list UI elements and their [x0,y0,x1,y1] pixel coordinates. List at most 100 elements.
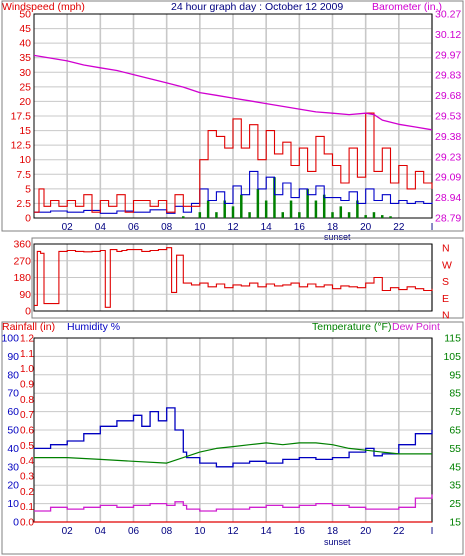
chart-title: 24 hour graph day : October 12 2009 [171,1,343,13]
x-tick-label-bottom: 20 [360,526,372,537]
wind-ytick-label: 17.5 [11,111,32,123]
rain-ytick-label: 1.2 [20,334,34,345]
humidity-ytick-label: 60 [7,406,19,418]
temp-ytick-label: 45 [449,461,461,473]
x-tick-label-bottom: 22 [393,526,405,537]
temp-ytick-label: 55 [449,443,461,455]
temp-ytick-label: 35 [449,480,461,492]
baro-ytick-label: 29.83 [435,70,461,82]
wind-ytick-label: 40 [19,38,31,50]
wind-ytick-label: 15 [19,125,31,137]
x-tick-label-top: 20 [360,222,372,233]
wind-ytick-label: 12.5 [11,140,32,152]
wind-ytick-label: 0 [25,213,31,225]
wind-ytick-label: 10 [19,154,31,166]
x-tick-label-top: 22 [393,222,405,233]
wind-ytick-label: 2.5 [16,198,31,210]
rain-ytick-label: 0.8 [20,395,34,406]
top-panel-frame [1,0,464,232]
x-tick-label-bottom: 10 [194,526,206,537]
wind-ytick-label: 5 [25,183,31,195]
humidity-ytick-label: 40 [7,443,19,455]
humidity-ytick-label: 20 [7,480,19,492]
rain-ytick-label: 0.5 [20,441,34,452]
x-tick-label-bottom: 14 [261,526,273,537]
baro-ytick-label: 29.09 [435,172,461,184]
compass-label: N [442,310,450,322]
compass-label: E [442,293,449,305]
humidity-axis-title: Humidity % [67,321,120,333]
barometer-line [33,54,433,131]
rain-ytick-label: 0.0 [20,518,34,529]
rain-ytick-label: 1.0 [20,364,34,375]
sunset-label-top: sunset [324,232,351,242]
humidity-ytick-label: 30 [7,461,19,473]
temp-ytick-label: 95 [449,369,461,381]
rain-ytick-label: 1.1 [20,349,34,360]
wind-ytick-label: 45 [19,23,31,35]
windspeed-axis-title: Windspeed (mph) [2,1,85,13]
x-tick-label-top: 06 [128,222,140,233]
wind-direction-line [34,247,433,308]
temp-ytick-label: 25 [449,498,461,510]
temp-ytick-label: 65 [449,425,461,437]
x-tick-label-bottom: 18 [327,526,339,537]
temp-ytick-label: 75 [449,406,461,418]
rain-ytick-label: 0.2 [20,487,34,498]
humidity-ytick-label: 80 [7,369,19,381]
x-tick-label-top: 02 [62,222,74,233]
wind-ytick-label: 50 [19,9,31,21]
baro-ytick-label: 30.12 [435,29,461,41]
compass-label: S [442,276,449,288]
x-tick-label-bottom: 12 [227,526,239,537]
dewpoint-axis-title: Dew Point [392,321,440,333]
rain-ytick-label: 0.6 [20,426,34,437]
baro-ytick-label: 30.27 [435,9,461,21]
dir-plot-border [33,243,433,312]
bottom-panel-frame [1,321,464,555]
x-tick-label-top: 04 [95,222,107,233]
temp-ytick-label: 105 [443,351,461,363]
humidity-ytick-label: 100 [1,333,19,345]
dir-ytick-label: 0 [25,306,31,318]
baro-ytick-label: 29.68 [435,90,461,102]
rain-ytick-label: 0.4 [20,456,34,467]
rainfall-axis-title: Rainfall (in) [2,321,55,333]
temperature-line [34,442,432,464]
x-tick-label-bottom: 02 [62,526,74,537]
x-tick-label-top: 10 [194,222,206,233]
wind-ytick-label: 7.5 [16,169,31,181]
compass-label: N [442,243,450,255]
x-tick-label-bottom: 06 [128,526,140,537]
humidity-line [34,407,433,468]
temperature-axis-title: Temperature (°F) [312,321,391,333]
rain-ytick-label: 0.3 [20,472,34,483]
humidity-ytick-label: 90 [7,351,19,363]
x-tick-label-bottom: 04 [95,526,107,537]
x-tick-label-top: 14 [261,222,273,233]
dir-ytick-label: 270 [13,255,31,267]
x-tick-label-top: I [431,222,434,233]
baro-ytick-label: 29.38 [435,131,461,143]
x-tick-label-bottom: 08 [161,526,173,537]
temp-ytick-label: 115 [444,333,461,345]
baro-ytick-label: 29.53 [435,111,461,123]
wind-ytick-label: 35 [19,52,31,64]
wind-ytick-label: 25 [19,81,31,93]
temp-ytick-label: 85 [449,388,461,400]
rain-ytick-label: 0.1 [20,502,34,513]
x-tick-label-top: 18 [327,222,339,233]
wind-ytick-label: 20 [19,96,31,108]
dir-ytick-label: 180 [13,272,31,284]
wind-ytick-label: 30 [19,67,31,79]
rain-ytick-label: 0.7 [20,410,34,421]
rain-ytick-label: 0.9 [20,380,34,391]
sunset-label-bottom: sunset [324,537,351,547]
humidity-ytick-label: 0 [13,517,19,529]
baro-ytick-label: 28.94 [435,192,461,204]
x-tick-label-bottom: I [431,526,434,537]
baro-ytick-label: 29.97 [435,49,461,61]
x-tick-label-bottom: 16 [294,526,306,537]
temp-ytick-label: 15 [449,517,461,529]
